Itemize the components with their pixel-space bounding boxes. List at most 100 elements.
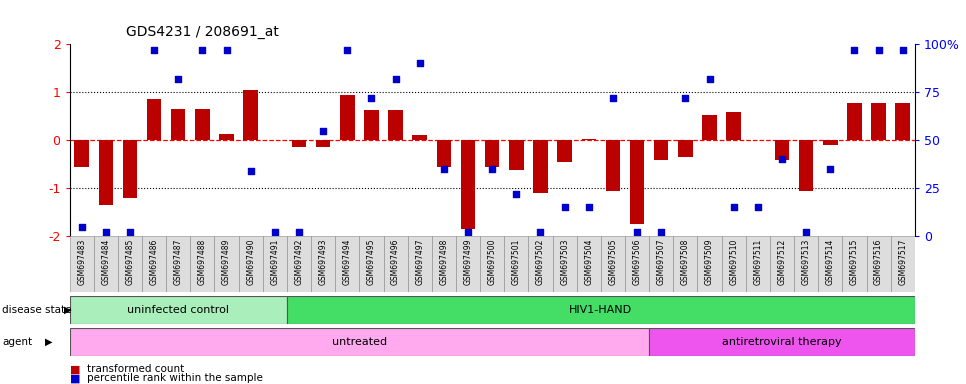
Text: ▶: ▶ bbox=[45, 337, 53, 347]
Point bbox=[99, 229, 114, 235]
Bar bbox=[582, 139, 596, 140]
Bar bbox=[437, 140, 451, 167]
Bar bbox=[509, 140, 524, 170]
Bar bbox=[654, 140, 668, 161]
Point bbox=[532, 229, 548, 235]
FancyBboxPatch shape bbox=[842, 236, 867, 292]
FancyBboxPatch shape bbox=[553, 236, 577, 292]
FancyBboxPatch shape bbox=[311, 236, 335, 292]
FancyBboxPatch shape bbox=[697, 236, 722, 292]
FancyBboxPatch shape bbox=[818, 236, 842, 292]
Point bbox=[387, 76, 404, 82]
Point bbox=[460, 229, 475, 235]
FancyBboxPatch shape bbox=[214, 236, 239, 292]
Bar bbox=[123, 140, 137, 198]
Point bbox=[581, 204, 596, 210]
Point bbox=[630, 229, 645, 235]
Point bbox=[895, 47, 910, 53]
FancyBboxPatch shape bbox=[263, 236, 287, 292]
Text: HIV1-HAND: HIV1-HAND bbox=[569, 305, 633, 315]
Text: GSM697491: GSM697491 bbox=[270, 239, 279, 285]
Text: GSM697504: GSM697504 bbox=[584, 239, 593, 285]
Text: GSM697484: GSM697484 bbox=[101, 239, 110, 285]
Bar bbox=[195, 109, 210, 140]
Text: GSM697497: GSM697497 bbox=[415, 239, 424, 285]
Point bbox=[339, 47, 355, 53]
FancyBboxPatch shape bbox=[432, 236, 456, 292]
FancyBboxPatch shape bbox=[528, 236, 553, 292]
Bar bbox=[74, 140, 89, 167]
Text: GSM697516: GSM697516 bbox=[874, 239, 883, 285]
Text: GSM697490: GSM697490 bbox=[246, 239, 255, 285]
Text: GSM697493: GSM697493 bbox=[319, 239, 327, 285]
Text: GSM697506: GSM697506 bbox=[633, 239, 641, 285]
Point bbox=[822, 166, 838, 172]
FancyBboxPatch shape bbox=[70, 296, 287, 324]
Bar bbox=[388, 111, 403, 140]
Bar bbox=[557, 140, 572, 162]
Point bbox=[243, 168, 259, 174]
FancyBboxPatch shape bbox=[891, 236, 915, 292]
FancyBboxPatch shape bbox=[770, 236, 794, 292]
Text: GSM697508: GSM697508 bbox=[681, 239, 690, 285]
Point bbox=[798, 229, 813, 235]
Point bbox=[363, 95, 379, 101]
Text: GSM697509: GSM697509 bbox=[705, 239, 714, 285]
Bar bbox=[147, 99, 161, 140]
Text: GSM697514: GSM697514 bbox=[826, 239, 835, 285]
FancyBboxPatch shape bbox=[118, 236, 142, 292]
FancyBboxPatch shape bbox=[190, 236, 214, 292]
FancyBboxPatch shape bbox=[142, 236, 166, 292]
Text: GSM697513: GSM697513 bbox=[802, 239, 810, 285]
Text: GSM697512: GSM697512 bbox=[778, 239, 786, 285]
Text: GSM697488: GSM697488 bbox=[198, 239, 207, 285]
Text: GSM697496: GSM697496 bbox=[391, 239, 400, 285]
FancyBboxPatch shape bbox=[577, 236, 601, 292]
Text: GSM697502: GSM697502 bbox=[536, 239, 545, 285]
Bar bbox=[243, 90, 258, 140]
Bar bbox=[485, 140, 499, 167]
Text: disease state: disease state bbox=[2, 305, 71, 315]
Bar bbox=[533, 140, 548, 193]
Point bbox=[725, 204, 741, 210]
Bar bbox=[412, 135, 427, 140]
Text: GSM697494: GSM697494 bbox=[343, 239, 352, 285]
FancyBboxPatch shape bbox=[359, 236, 384, 292]
Point bbox=[147, 47, 162, 53]
Text: GSM697501: GSM697501 bbox=[512, 239, 521, 285]
Bar bbox=[99, 140, 113, 205]
Point bbox=[412, 60, 427, 66]
Bar bbox=[364, 111, 379, 140]
Text: GSM697515: GSM697515 bbox=[850, 239, 859, 285]
FancyBboxPatch shape bbox=[239, 236, 263, 292]
Text: GSM697511: GSM697511 bbox=[753, 239, 762, 285]
FancyBboxPatch shape bbox=[335, 236, 359, 292]
Text: GSM697505: GSM697505 bbox=[609, 239, 617, 285]
Bar bbox=[606, 140, 620, 190]
Bar bbox=[871, 103, 886, 140]
Bar bbox=[292, 140, 306, 147]
Text: GSM697489: GSM697489 bbox=[222, 239, 231, 285]
FancyBboxPatch shape bbox=[504, 236, 528, 292]
Point bbox=[605, 95, 620, 101]
Point bbox=[653, 229, 668, 235]
FancyBboxPatch shape bbox=[625, 236, 649, 292]
Bar bbox=[461, 140, 475, 229]
Bar bbox=[726, 112, 741, 140]
Text: untreated: untreated bbox=[331, 337, 387, 347]
Point bbox=[267, 229, 282, 235]
Point bbox=[556, 204, 572, 210]
Text: ■: ■ bbox=[70, 373, 80, 383]
Point bbox=[194, 47, 210, 53]
FancyBboxPatch shape bbox=[94, 236, 118, 292]
FancyBboxPatch shape bbox=[287, 236, 311, 292]
Point bbox=[218, 47, 235, 53]
Text: GSM697510: GSM697510 bbox=[729, 239, 738, 285]
Text: GSM697500: GSM697500 bbox=[488, 239, 497, 285]
Bar bbox=[678, 140, 693, 157]
FancyBboxPatch shape bbox=[408, 236, 432, 292]
FancyBboxPatch shape bbox=[70, 328, 649, 356]
FancyBboxPatch shape bbox=[70, 236, 94, 292]
Point bbox=[122, 229, 138, 235]
Point bbox=[701, 76, 717, 82]
